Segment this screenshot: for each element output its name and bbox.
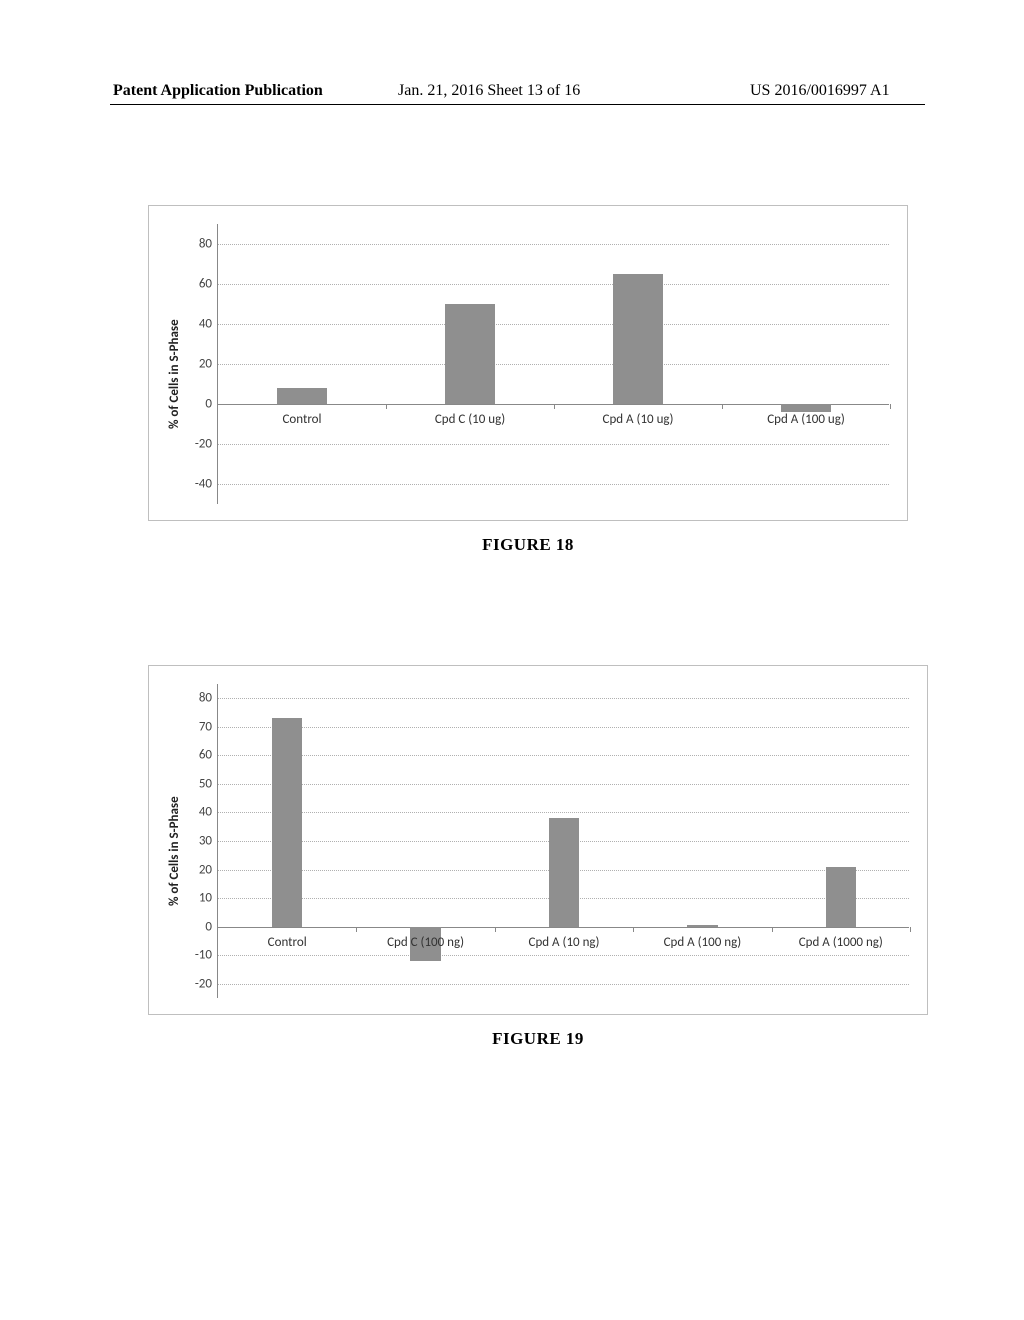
y-tick-label: 0 — [205, 397, 212, 412]
category-label: Cpd A (100 ng) — [664, 935, 742, 950]
bar — [445, 304, 495, 404]
bar — [272, 718, 302, 926]
y-tick-label: 80 — [199, 237, 212, 252]
gridline — [218, 284, 889, 285]
x-tick — [890, 404, 891, 409]
category-label: Cpd C (100 ng) — [387, 935, 464, 950]
y-tick-label: 60 — [199, 748, 212, 763]
x-tick — [554, 404, 555, 409]
y-tick-label: -40 — [195, 477, 212, 492]
x-tick — [772, 927, 773, 932]
figure-19-chart: -20 -10 0 10 20 30 40 50 60 70 80 Control Cpd C (100… — [148, 665, 928, 1015]
figure-18-chart: -40 -20 0 20 40 60 80 Control Cpd C (10 ug) Cpd A… — [148, 205, 908, 521]
y-axis-label: % of Cells in S-Phase — [167, 796, 182, 906]
header-publication: Patent Application Publication — [113, 82, 323, 100]
y-tick-label: 40 — [199, 805, 212, 820]
gridline — [218, 755, 909, 756]
bar — [781, 404, 831, 412]
y-tick-label: 20 — [199, 862, 212, 877]
y-tick-label: -20 — [195, 437, 212, 452]
header-rule — [110, 104, 925, 105]
category-label: Control — [268, 935, 307, 950]
y-tick-label: 20 — [199, 357, 212, 372]
bar — [277, 388, 327, 404]
gridline — [218, 984, 909, 985]
category-label: Cpd A (10 ng) — [529, 935, 600, 950]
y-tick-label: 50 — [199, 776, 212, 791]
header-patent-id: US 2016/0016997 A1 — [750, 82, 890, 100]
gridline — [218, 784, 909, 785]
bar — [549, 818, 579, 926]
y-axis-label: % of Cells in S-Phase — [167, 319, 182, 429]
category-label: Cpd C (10 ug) — [435, 412, 505, 427]
gridline — [218, 244, 889, 245]
gridline — [218, 698, 909, 699]
x-tick — [722, 404, 723, 409]
figure-18-caption: FIGURE 18 — [148, 535, 908, 555]
plot-area: -20-1001020304050607080ControlCpd C (100… — [217, 684, 909, 998]
category-label: Control — [282, 412, 321, 427]
header-date-sheet: Jan. 21, 2016 Sheet 13 of 16 — [398, 82, 580, 100]
y-tick-label: 80 — [199, 691, 212, 706]
x-tick — [910, 927, 911, 932]
y-tick-label: 0 — [205, 919, 212, 934]
y-tick-label: 10 — [199, 891, 212, 906]
x-axis-baseline — [218, 927, 909, 928]
bar — [826, 867, 856, 927]
gridline — [218, 444, 889, 445]
gridline — [218, 364, 889, 365]
gridline — [218, 812, 909, 813]
gridline — [218, 955, 909, 956]
gridline — [218, 324, 889, 325]
y-tick-label: -10 — [195, 948, 212, 963]
y-tick-label: -20 — [195, 976, 212, 991]
y-tick-label: 70 — [199, 719, 212, 734]
bar — [613, 274, 663, 404]
gridline — [218, 727, 909, 728]
y-tick-label: 40 — [199, 317, 212, 332]
category-label: Cpd A (1000 ng) — [799, 935, 883, 950]
gridline — [218, 484, 889, 485]
category-label: Cpd A (10 ug) — [603, 412, 674, 427]
x-tick — [495, 927, 496, 932]
x-tick — [633, 927, 634, 932]
category-label: Cpd A (100 ug) — [767, 412, 845, 427]
y-tick-label: 30 — [199, 834, 212, 849]
figure-19-caption: FIGURE 19 — [148, 1029, 928, 1049]
x-tick — [386, 404, 387, 409]
y-tick-label: 60 — [199, 277, 212, 292]
x-tick — [356, 927, 357, 932]
bar — [687, 925, 717, 926]
figure-18-block: -40 -20 0 20 40 60 80 Control Cpd C (10 ug) Cpd A… — [148, 205, 908, 555]
plot-area: -40-20020406080ControlCpd C (10 ug)Cpd A… — [217, 224, 889, 504]
figure-19-block: -20 -10 0 10 20 30 40 50 60 70 80 Control Cpd C (100… — [148, 665, 928, 1049]
